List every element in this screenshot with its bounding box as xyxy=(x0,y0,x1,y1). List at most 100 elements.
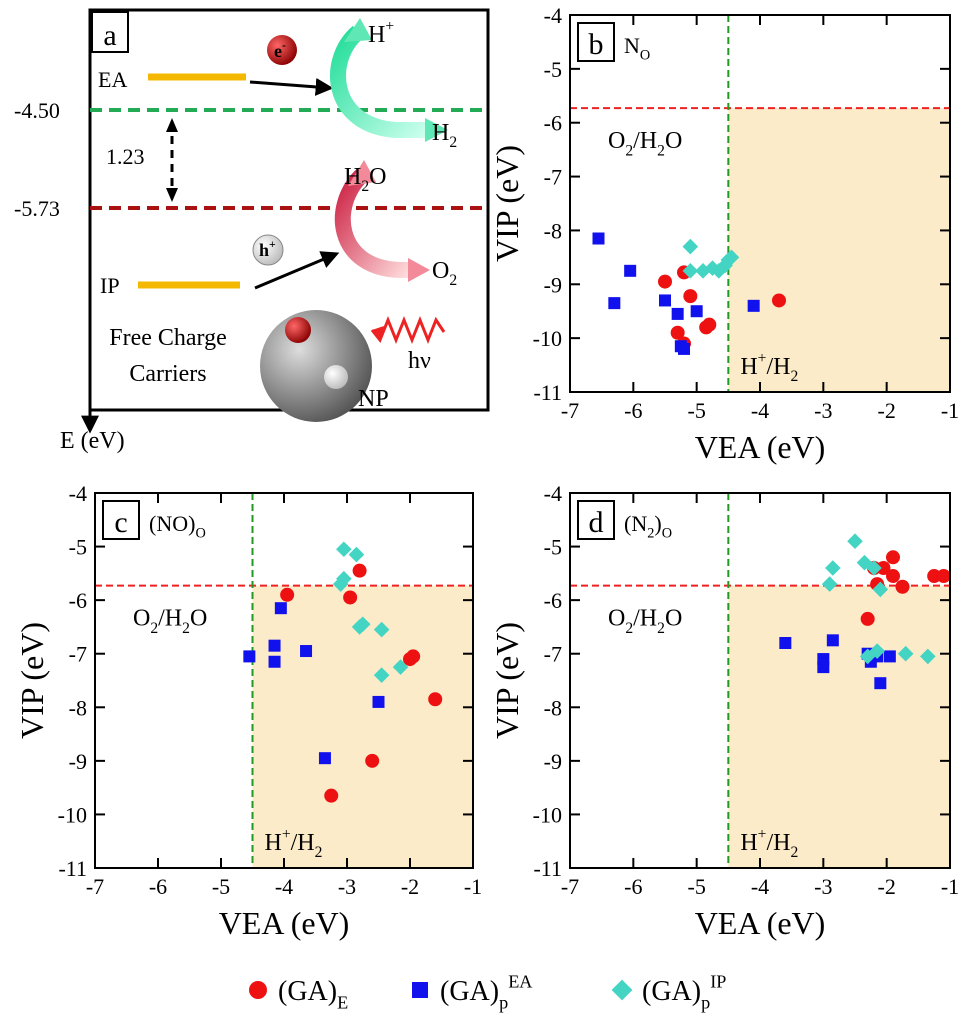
y-tick-label: -7 xyxy=(544,642,562,667)
text-part: H xyxy=(344,164,361,190)
text-part: 2 xyxy=(150,620,158,637)
point xyxy=(895,579,910,594)
y-axis-label: VIP (eV) xyxy=(14,622,50,739)
point xyxy=(860,611,875,626)
point xyxy=(702,317,717,332)
point xyxy=(886,550,900,565)
text-part: O xyxy=(195,526,205,542)
light-arrow-head xyxy=(372,326,384,340)
label-box xyxy=(577,22,615,62)
text-part: H xyxy=(740,830,757,856)
text-part: /H xyxy=(633,128,657,154)
reaction-arrow xyxy=(330,25,430,138)
x-tick-label: -7 xyxy=(561,874,579,899)
hole xyxy=(252,234,284,266)
label-box xyxy=(102,500,140,540)
text-part: ) xyxy=(654,511,661,536)
x-tick-label: -1 xyxy=(941,874,959,899)
panel-label: b xyxy=(589,28,604,61)
point xyxy=(869,643,885,659)
text-part: + xyxy=(758,826,767,843)
text-part: O xyxy=(662,526,672,542)
y-tick-label: -4 xyxy=(544,481,562,506)
y-tick-label: -11 xyxy=(58,856,87,881)
nanoparticle xyxy=(260,310,372,422)
point xyxy=(674,340,687,353)
point xyxy=(318,752,331,765)
reference-label: H+/H2 xyxy=(740,826,798,861)
x-axis-label: VEA (eV) xyxy=(695,905,826,941)
carriers-label: Free Charge xyxy=(109,325,227,351)
point xyxy=(372,695,385,708)
legend-label: (GA)pIP xyxy=(642,971,726,1012)
point xyxy=(348,546,365,563)
y-tick-label: -5 xyxy=(69,535,87,560)
y-tick-label: -10 xyxy=(533,802,562,827)
point xyxy=(872,581,889,598)
text-part: + xyxy=(282,826,291,843)
light-wave xyxy=(370,315,446,345)
y-tick-label: -8 xyxy=(544,218,562,243)
text-part: O xyxy=(369,164,386,190)
label-box xyxy=(91,11,129,53)
text-part: + xyxy=(269,238,276,251)
reference-label: O2/H2O xyxy=(133,606,207,637)
text-part: + xyxy=(385,18,394,35)
text-part: H xyxy=(740,354,757,380)
chart-title: NO xyxy=(624,33,650,64)
text-part: /H xyxy=(766,354,790,380)
y-tick-label: -9 xyxy=(544,749,562,774)
text-part: h xyxy=(259,240,269,260)
x-tick-label: -2 xyxy=(401,874,419,899)
light-label: hν xyxy=(408,348,431,374)
y-tick-label: -10 xyxy=(58,802,87,827)
point xyxy=(695,263,711,279)
text-part: H xyxy=(432,120,449,146)
point xyxy=(847,533,863,550)
text-part: p xyxy=(499,992,508,1012)
text-part: (NO) xyxy=(149,511,195,536)
text-part: (GA) xyxy=(642,976,701,1007)
point xyxy=(324,788,339,803)
text-part: e xyxy=(274,41,282,61)
text-part: /H xyxy=(766,830,790,856)
text-part: p xyxy=(701,992,710,1012)
chart-title: (NO)O xyxy=(149,511,206,542)
x-tick-label: -3 xyxy=(338,874,356,899)
point xyxy=(711,263,727,279)
y-tick-label: -5 xyxy=(544,535,562,560)
text-part: O xyxy=(640,48,650,64)
text-part: 2 xyxy=(647,526,654,542)
text-part: 2 xyxy=(657,620,665,637)
text-part: N xyxy=(624,33,640,58)
point xyxy=(671,307,684,320)
x-tick-label: -6 xyxy=(624,874,642,899)
text-part: O xyxy=(608,128,625,154)
text-part: /H xyxy=(158,606,182,632)
point xyxy=(592,232,605,245)
text-part: (GA) xyxy=(440,976,499,1007)
text-part: O xyxy=(665,128,682,154)
point xyxy=(683,289,698,304)
text-part: IP xyxy=(710,971,726,991)
x-tick-label: -1 xyxy=(464,874,482,899)
label-box xyxy=(577,500,615,540)
x-axis-label: VEA (eV) xyxy=(219,905,350,941)
point xyxy=(274,602,287,615)
level-label: IP xyxy=(100,273,120,298)
point xyxy=(826,634,839,647)
text-part: O xyxy=(665,606,682,632)
y-tick-label: -8 xyxy=(69,695,87,720)
text-part: H xyxy=(265,830,282,856)
text-part: (GA) xyxy=(278,976,337,1007)
reaction-arrow-head xyxy=(348,160,430,282)
point xyxy=(936,569,951,584)
legend-label: (GA)pEA xyxy=(440,971,532,1012)
x-tick-label: -4 xyxy=(275,874,293,899)
x-tick-label: -6 xyxy=(624,398,642,423)
text-part: 2 xyxy=(790,368,798,385)
y-axis-label: VIP (eV) xyxy=(489,622,525,739)
